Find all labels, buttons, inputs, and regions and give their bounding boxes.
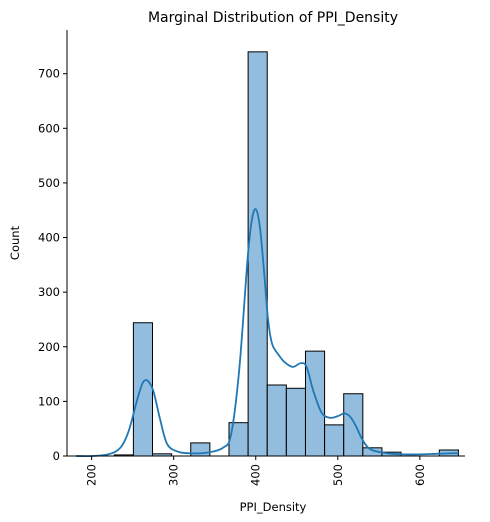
histogram-bar (343, 393, 364, 457)
x-tick-label: 200 (85, 464, 99, 486)
y-tick-label: 200 (38, 340, 60, 354)
x-tick-label: 600 (413, 464, 427, 486)
histogram-bar (285, 387, 306, 457)
histogram-bar (324, 424, 345, 457)
chart-title: Marginal Distribution of PPI_Density (148, 10, 398, 26)
histogram-bar (266, 384, 287, 457)
y-axis-label: Count (8, 225, 22, 260)
x-tick-label: 300 (167, 464, 181, 486)
y-tick-label: 100 (38, 394, 60, 408)
x-axis-label: PPI_Density (240, 500, 307, 514)
histogram-bar (247, 51, 268, 457)
y-tick-label: 500 (38, 176, 60, 190)
y-tick-label: 600 (38, 121, 60, 135)
y-tick-label: 400 (38, 231, 60, 245)
histogram-bar (132, 322, 154, 457)
y-tick-label: 300 (38, 285, 60, 299)
y-tick-label: 700 (38, 67, 60, 81)
x-tick-label: 400 (249, 464, 263, 486)
plot-area: 0 100 200 300 400 500 600 700 200 300 400 500 600 (38, 30, 465, 486)
y-tick-label: 0 (53, 449, 60, 463)
x-tick-label: 500 (331, 464, 345, 486)
kde-curve (76, 208, 459, 458)
histogram-bar (304, 350, 326, 457)
